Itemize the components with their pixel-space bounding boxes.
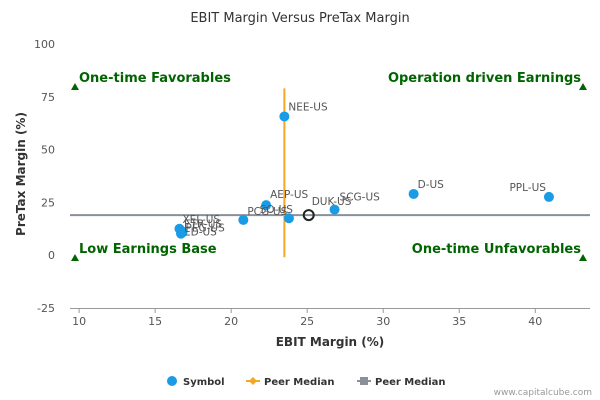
y-tick-label: 50 [41,144,55,157]
x-tick-label: 25 [300,315,314,328]
data-point [543,191,554,202]
x-axis-title: EBIT Margin (%) [276,335,385,349]
chart-title: EBIT Margin Versus PreTax Margin [190,11,409,26]
quadrant-triangle-icon [71,254,79,261]
quadrant-label: One-time Unfavorables [412,242,581,257]
legend-label: Peer Median [264,377,335,388]
quadrant-triangle-icon [579,254,587,261]
credit-text: www.capitalcube.com [494,388,592,398]
point-label: SO-US [260,204,294,216]
quadrant-label: One-time Favorables [79,71,231,86]
point-label: DUK-US [312,196,352,208]
legend-symbol-marker [167,376,177,386]
data-point [238,214,249,225]
data-point [279,111,290,122]
plot-area: -25 0 25 50 75 100 10 15 20 25 30 35 40 One-time Favo… [34,38,590,328]
data-point [175,228,186,239]
point-label: PPL-US [509,182,546,194]
point-label: XEL-US [182,214,220,226]
x-tick-label: 35 [452,315,466,328]
quadrant-label: Operation driven Earnings [388,71,581,86]
x-tick-label: 20 [224,315,238,328]
x-tick-label: 40 [528,315,542,328]
data-point [329,204,340,215]
y-tick-label: 75 [41,91,55,104]
legend-label: Peer Median [375,377,446,388]
point-label: PEG-US [186,222,226,234]
highlighted-point [302,209,315,222]
data-point [261,200,272,211]
y-tick-label: -25 [37,302,55,315]
point-label: ETR-US [184,219,222,231]
point-label: NEE-US [288,101,328,113]
y-tick-label: 100 [34,38,55,51]
quadrant-triangle-icon [71,83,79,90]
data-point [408,188,419,199]
legend-label: Symbol [183,377,225,388]
point-label: SCG-US [340,192,381,204]
point-label: AEP-US [270,189,308,201]
point-label: D-US [418,179,445,191]
x-tick-label: 10 [72,315,86,328]
x-tick-label: 15 [148,315,162,328]
x-tick-label: 30 [376,315,390,328]
data-point [283,213,294,224]
point-label: ED-US [184,227,217,239]
y-tick-label: 25 [41,196,55,209]
quadrant-triangle-icon [579,83,587,90]
legend: Symbol Peer Median Peer Median [167,376,446,388]
y-axis-title: PreTax Margin (%) [14,112,28,236]
legend-square-marker [360,377,368,385]
y-tick-label: 0 [48,249,55,262]
legend-diamond-marker [249,377,257,385]
point-label: PCG-US [247,206,287,218]
quadrant-label: Low Earnings Base [79,242,217,257]
